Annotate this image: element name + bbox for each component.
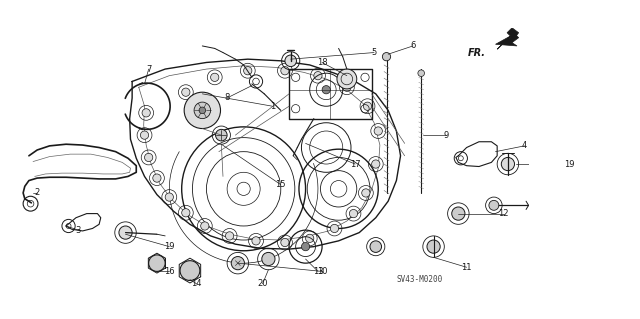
Circle shape <box>322 85 330 94</box>
Circle shape <box>182 209 190 217</box>
Text: 3: 3 <box>76 226 81 234</box>
Text: 1: 1 <box>270 102 275 111</box>
Circle shape <box>343 83 351 91</box>
Circle shape <box>337 69 356 89</box>
Circle shape <box>285 55 296 67</box>
Circle shape <box>148 255 165 271</box>
Circle shape <box>252 237 260 245</box>
Text: SV43-M0200: SV43-M0200 <box>396 275 443 284</box>
Circle shape <box>427 240 440 253</box>
Circle shape <box>180 261 200 280</box>
Circle shape <box>349 210 358 218</box>
Text: 6: 6 <box>410 41 415 50</box>
Circle shape <box>281 67 289 75</box>
Text: 15: 15 <box>276 180 286 189</box>
Circle shape <box>145 153 153 161</box>
Circle shape <box>119 226 132 239</box>
Text: 5: 5 <box>371 48 377 57</box>
Text: 4: 4 <box>522 141 527 150</box>
Circle shape <box>140 131 148 139</box>
Circle shape <box>211 73 219 81</box>
Circle shape <box>231 256 244 270</box>
Circle shape <box>330 224 339 233</box>
Circle shape <box>452 207 465 220</box>
Circle shape <box>194 102 211 119</box>
Text: 13: 13 <box>313 267 323 276</box>
Text: 10: 10 <box>317 267 327 276</box>
Circle shape <box>301 242 310 251</box>
Polygon shape <box>495 33 518 46</box>
Text: 11: 11 <box>461 263 472 272</box>
Circle shape <box>199 107 205 114</box>
Circle shape <box>364 102 372 110</box>
Circle shape <box>374 127 382 135</box>
Text: 8: 8 <box>225 93 230 102</box>
Text: 14: 14 <box>191 279 202 288</box>
Circle shape <box>362 189 370 197</box>
Text: 20: 20 <box>257 279 268 288</box>
Circle shape <box>305 234 314 242</box>
Circle shape <box>382 53 390 61</box>
Text: 19: 19 <box>164 242 175 251</box>
Text: 7: 7 <box>146 64 151 74</box>
Text: 19: 19 <box>564 160 575 168</box>
Circle shape <box>281 238 289 247</box>
Circle shape <box>142 109 150 117</box>
Circle shape <box>262 252 275 266</box>
Circle shape <box>370 241 381 252</box>
Circle shape <box>184 92 221 129</box>
Text: FR.: FR. <box>468 48 486 58</box>
Text: 21: 21 <box>639 201 640 210</box>
Circle shape <box>418 70 424 77</box>
Text: 12: 12 <box>499 209 509 218</box>
Circle shape <box>489 200 499 210</box>
Circle shape <box>225 232 234 240</box>
Text: 9: 9 <box>444 131 449 140</box>
Circle shape <box>372 160 380 168</box>
Text: 2: 2 <box>35 189 40 197</box>
Circle shape <box>501 158 515 171</box>
Circle shape <box>201 222 209 230</box>
Text: 17: 17 <box>350 160 360 168</box>
Text: 16: 16 <box>164 267 175 276</box>
Circle shape <box>314 71 322 80</box>
Circle shape <box>216 130 227 141</box>
Circle shape <box>165 193 173 201</box>
Circle shape <box>244 67 252 75</box>
Circle shape <box>153 174 161 182</box>
Circle shape <box>182 88 190 96</box>
Text: 18: 18 <box>317 58 328 67</box>
Polygon shape <box>497 28 518 49</box>
